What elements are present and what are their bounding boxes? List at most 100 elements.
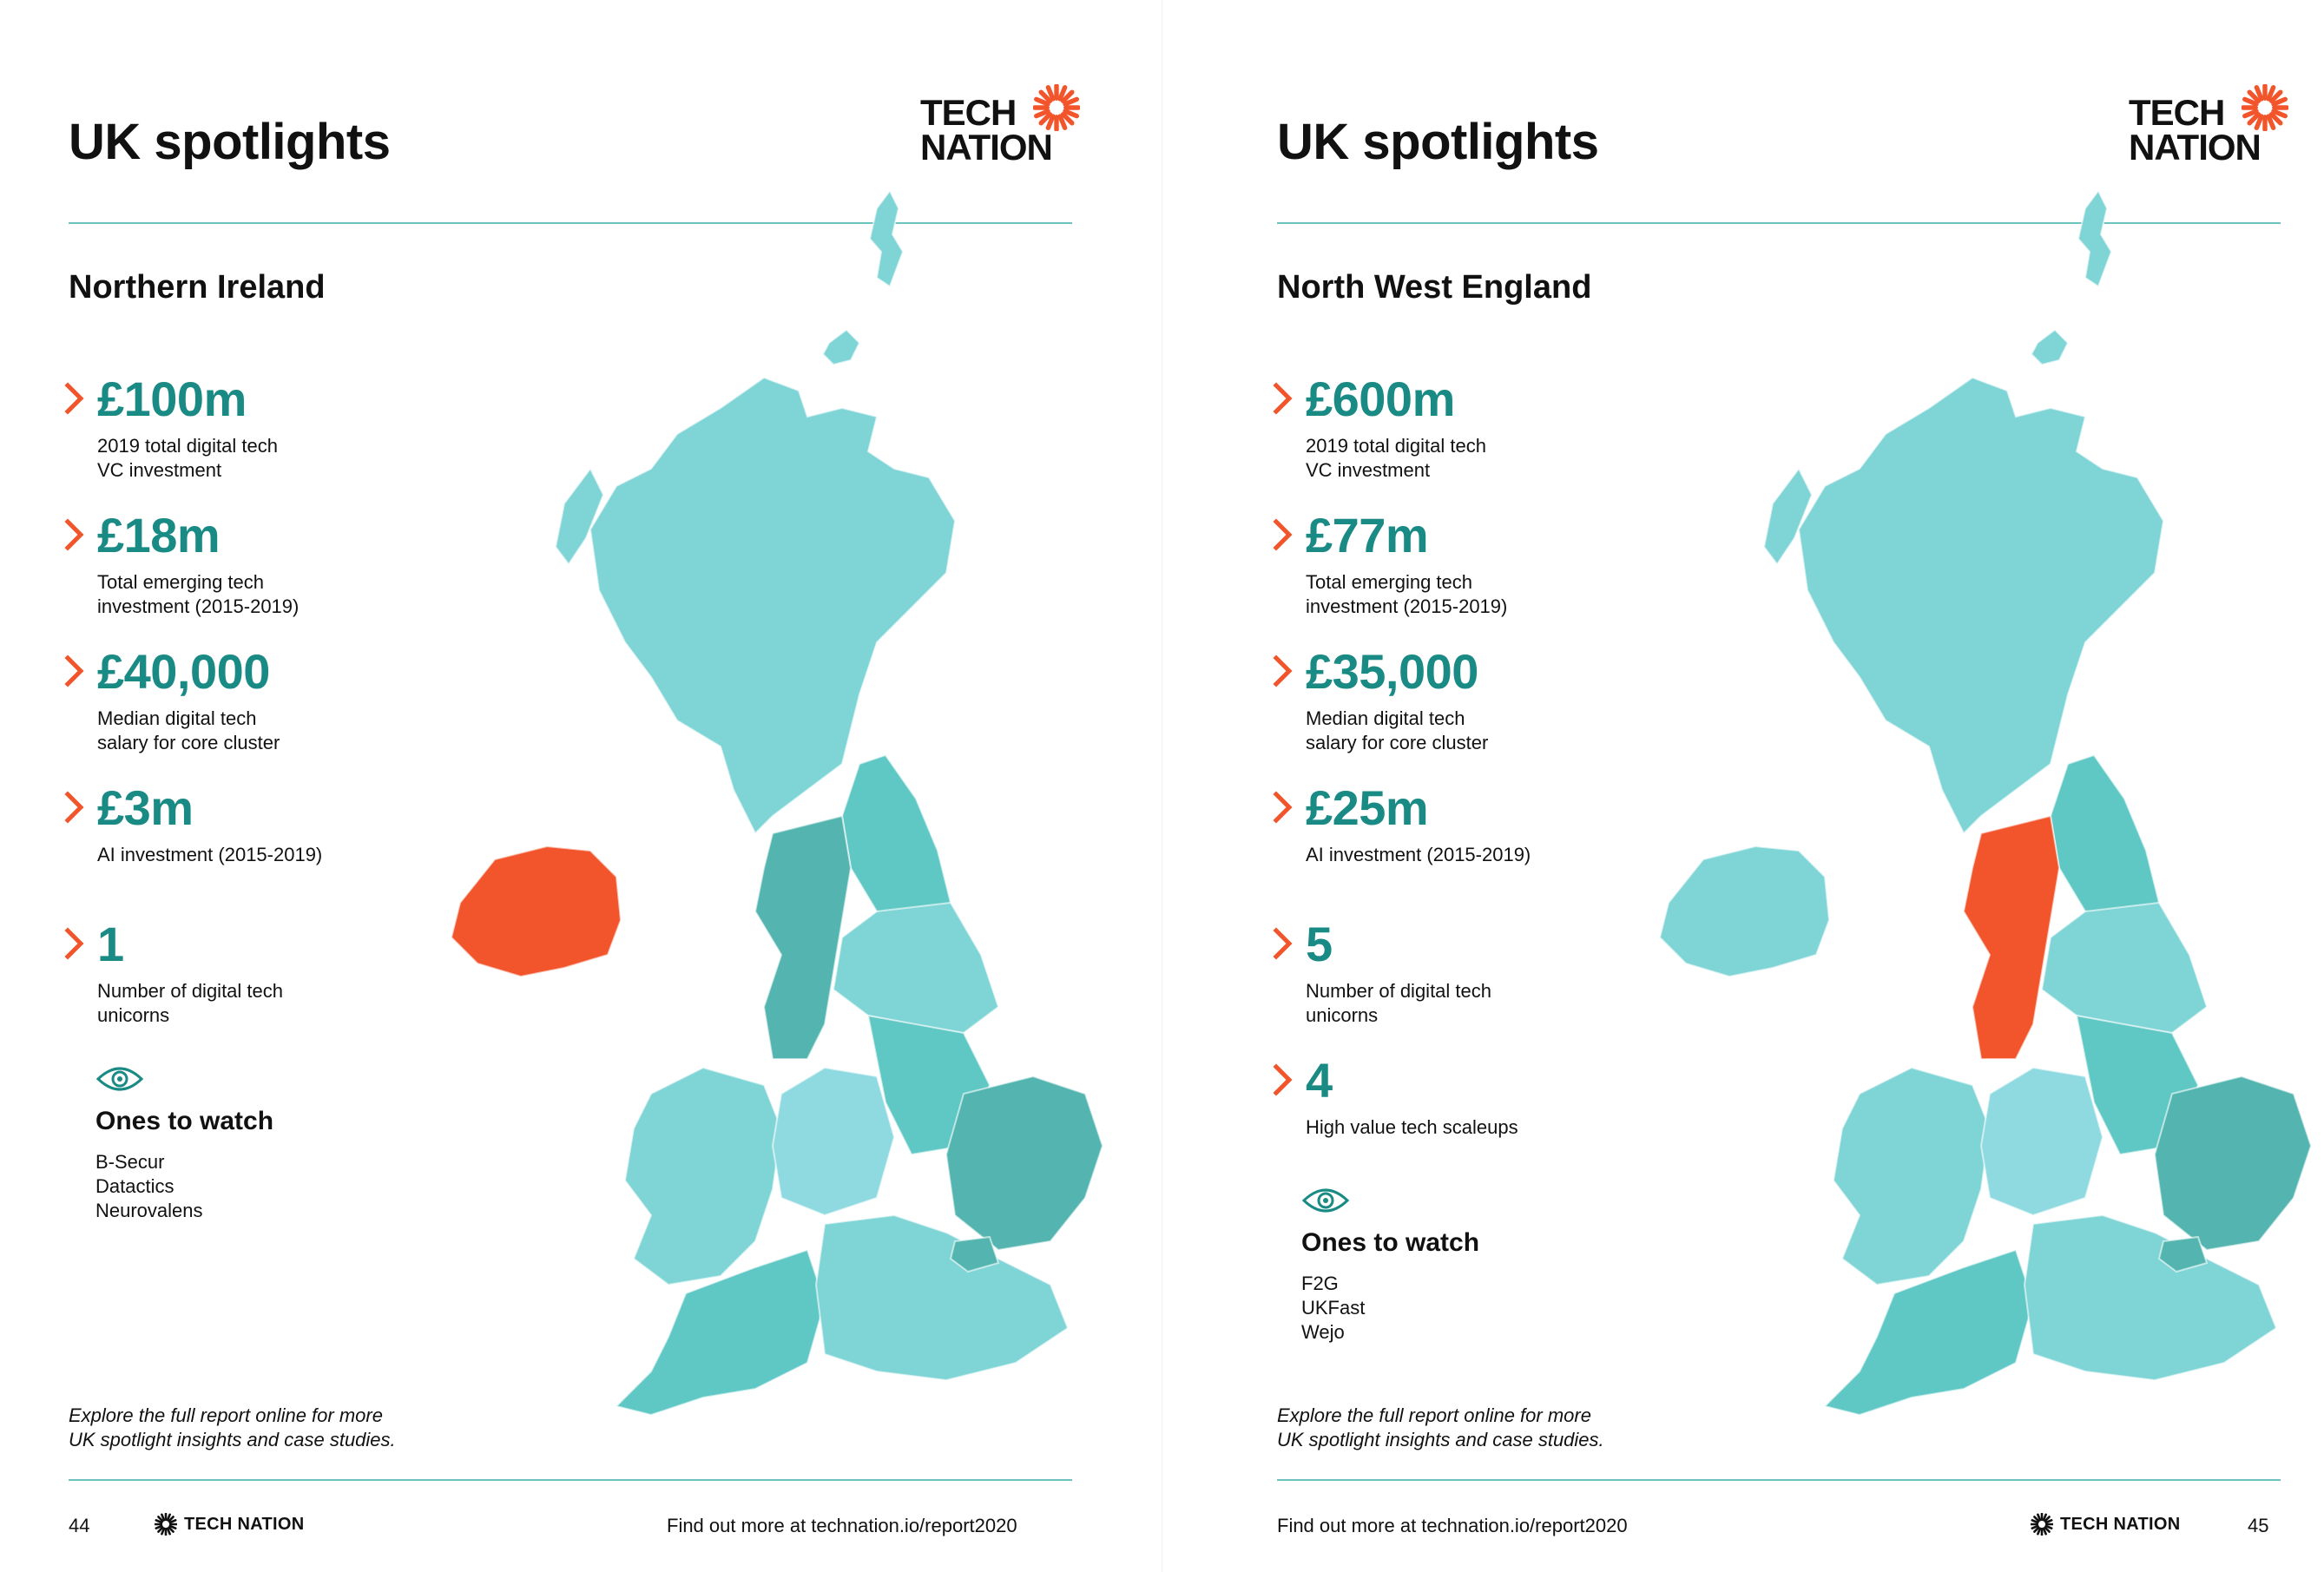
map-region-hebrides: [554, 467, 605, 566]
map-region-east-england: [2153, 1075, 2313, 1252]
map-region-scotland: [589, 376, 957, 835]
map-region-northern-ireland: [450, 845, 622, 978]
map-region-shetland: [2077, 189, 2113, 288]
logo-line-1: TECH: [2129, 92, 2225, 133]
stat-value: £600m: [1306, 372, 1455, 426]
chevron-right-icon: [64, 382, 84, 415]
region-heading: North West England: [1277, 269, 1592, 306]
region-heading: Northern Ireland: [69, 269, 326, 306]
stat-description: Median digital tech salary for core clust…: [97, 707, 280, 753]
sunburst-icon: [1033, 84, 1080, 131]
map-region-hebrides: [1762, 467, 1814, 566]
chevron-right-icon: [64, 927, 84, 960]
divider-top: [69, 222, 1072, 224]
footer-brand[interactable]: TECH NATION: [155, 1513, 304, 1536]
map-region-north-west-england: [754, 814, 853, 1060]
eye-icon: [95, 1067, 144, 1091]
stat-value: £40,000: [97, 644, 270, 699]
list-item: B-Secur: [95, 1151, 165, 1173]
explore-note: Explore the full report online for more U…: [1277, 1404, 1604, 1450]
watch-title: Ones to watch: [95, 1107, 274, 1135]
watch-title: Ones to watch: [1301, 1228, 1480, 1257]
uk-map: [450, 189, 1104, 1417]
map-region-yorkshire: [2040, 901, 2209, 1035]
stat-value: £18m: [97, 508, 221, 562]
sunburst-icon: [155, 1513, 177, 1536]
map-region-north-west-england: [1962, 814, 2061, 1060]
stat-description: 2019 total digital tech VC investment: [1306, 435, 1486, 481]
watch-list: F2G UKFast Wejo: [1301, 1272, 1365, 1345]
footer-link[interactable]: Find out more at technation.io/report202…: [1277, 1515, 1628, 1536]
chevron-right-icon: [1273, 382, 1293, 415]
map-region-london: [949, 1235, 1000, 1273]
map-region-wales: [1832, 1066, 1992, 1286]
map-region-orkney: [2030, 328, 2070, 366]
stat-value: £35,000: [1306, 644, 1478, 699]
chevron-right-icon: [64, 654, 84, 687]
stat-value: £77m: [1306, 508, 1429, 562]
list-item: UKFast: [1301, 1297, 1366, 1319]
stat-description: Total emerging tech investment (2015-2019…: [1306, 571, 1508, 617]
map-region-orkney: [821, 328, 861, 366]
map-region-west-midlands: [1979, 1066, 2104, 1217]
stat-description: AI investment (2015-2019): [97, 844, 323, 865]
page-title: UK spotlights: [69, 114, 391, 170]
map-region-london: [2157, 1235, 2209, 1273]
map-region-south-east: [2023, 1214, 2278, 1382]
divider-bottom: [1277, 1479, 2281, 1481]
stat-description: Median digital tech salary for core clust…: [1306, 707, 1489, 753]
page-right: UK spotlights TECH NATION North West Eng…: [1162, 0, 2324, 1572]
list-item: Wejo: [1301, 1321, 1345, 1343]
stat-value: 1: [97, 917, 124, 971]
list-item: F2G: [1301, 1273, 1339, 1294]
stat-value: £25m: [1306, 780, 1429, 835]
chevron-right-icon: [1273, 927, 1293, 960]
logo-line-2: NATION: [920, 127, 1053, 168]
map-region-northern-ireland: [1658, 845, 1831, 978]
chevron-right-icon: [1273, 1063, 1293, 1096]
logo-line-1: TECH: [920, 92, 1017, 133]
map-region-scotland: [1797, 376, 2165, 835]
page-left: UK spotlights TECH NATION Northern Irela…: [64, 80, 1104, 1536]
stat-value: 4: [1306, 1053, 1333, 1108]
divider-top: [1277, 222, 2281, 224]
chevron-right-icon: [1273, 791, 1293, 824]
chevron-right-icon: [64, 518, 84, 551]
tech-nation-logo[interactable]: TECH NATION: [2129, 80, 2288, 167]
eye-icon: [1301, 1188, 1350, 1213]
map-region-yorkshire: [832, 901, 1000, 1035]
stat-description: Number of digital tech unicorns: [97, 980, 283, 1026]
map-region-east-england: [945, 1075, 1104, 1252]
stat-description: 2019 total digital tech VC investment: [97, 435, 278, 481]
tech-nation-logo[interactable]: TECH NATION: [920, 80, 1080, 168]
uk-map: [1658, 189, 2313, 1417]
map-region-south-east: [814, 1214, 1070, 1382]
list-item: Neurovalens: [95, 1200, 203, 1221]
explore-note: Explore the full report online for more U…: [69, 1404, 396, 1450]
page-number: 44: [69, 1515, 90, 1536]
chevron-right-icon: [1273, 518, 1293, 551]
stat-description: AI investment (2015-2019): [1306, 844, 1531, 865]
list-item: Datactics: [95, 1175, 174, 1197]
map-region-north-east: [2049, 753, 2161, 922]
stat-value: 5: [1306, 917, 1333, 971]
watch-list: B-Secur Datactics Neurovalens: [95, 1150, 203, 1223]
divider-bottom: [69, 1479, 1072, 1481]
footer-brand[interactable]: TECH NATION: [2031, 1513, 2180, 1536]
stat-value: £100m: [97, 372, 247, 426]
map-region-south-west: [1823, 1248, 2035, 1417]
stat-description: Number of digital tech unicorns: [1306, 980, 1491, 1026]
page-number: 45: [2248, 1515, 2269, 1536]
page-title: UK spotlights: [1277, 114, 1599, 170]
map-region-north-east: [840, 753, 952, 922]
footer-link[interactable]: Find out more at technation.io/report202…: [667, 1515, 1017, 1536]
map-region-shetland: [868, 189, 905, 288]
map-region-wales: [623, 1066, 783, 1286]
chevron-right-icon: [1273, 654, 1293, 687]
map-region-west-midlands: [771, 1066, 896, 1217]
stat-description: Total emerging tech investment (2015-2019…: [97, 571, 300, 617]
map-region-south-west: [615, 1248, 826, 1417]
sunburst-icon: [2242, 84, 2288, 131]
stat-description: High value tech scaleups: [1306, 1116, 1518, 1138]
sunburst-icon: [2031, 1513, 2053, 1536]
